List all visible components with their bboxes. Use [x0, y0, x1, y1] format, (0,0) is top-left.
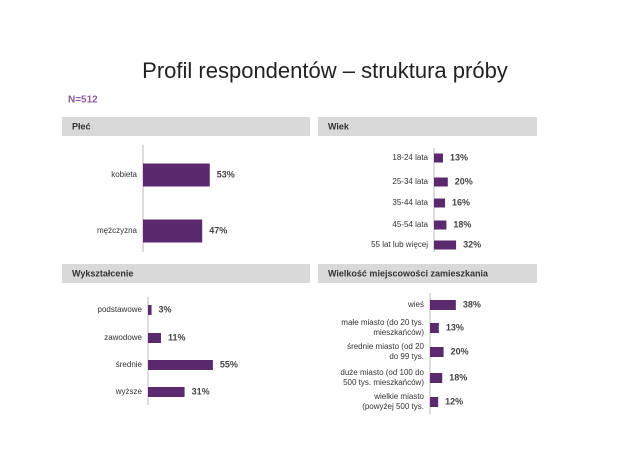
- category-label: 18-24 lata: [392, 153, 428, 162]
- bar: [148, 333, 161, 343]
- value-label: 32%: [463, 239, 481, 249]
- category-label: średnie miasto (od 20 do 99 tys.: [347, 342, 424, 361]
- value-label: 38%: [463, 299, 481, 309]
- value-label: 18%: [453, 219, 471, 229]
- value-label: 12%: [445, 396, 463, 406]
- value-label: 47%: [209, 225, 227, 235]
- category-label: 25-34 lata: [392, 177, 428, 186]
- value-label: 16%: [452, 197, 470, 207]
- category-label: wieś: [407, 300, 424, 309]
- category-label: małe miasto (do 20 tys. mieszkańców): [341, 318, 424, 337]
- sample-size: N=512: [68, 95, 98, 106]
- bar: [143, 163, 210, 187]
- panel-title: Wiek: [328, 121, 350, 131]
- bar: [434, 240, 457, 250]
- category-label: zawodowe: [104, 333, 142, 342]
- value-label: 3%: [159, 304, 172, 314]
- panel-header: [318, 117, 537, 136]
- bar: [148, 360, 213, 370]
- value-label: 20%: [451, 346, 469, 356]
- bar: [434, 153, 443, 163]
- bar: [430, 323, 439, 333]
- bar: [430, 373, 443, 383]
- bar: [148, 305, 152, 315]
- bar: [434, 177, 448, 187]
- bar: [143, 219, 203, 243]
- category-label: 55 lat lub więcej: [371, 240, 428, 249]
- value-label: 13%: [446, 322, 464, 332]
- bar: [434, 198, 446, 208]
- value-label: 18%: [449, 372, 467, 382]
- value-label: 55%: [220, 359, 238, 369]
- value-label: 13%: [450, 152, 468, 162]
- category-label: kobieta: [111, 170, 137, 179]
- panel-title: Wykształcenie: [72, 268, 133, 278]
- category-label: wielkie miasto (powyżej 500 tys.: [362, 392, 424, 411]
- bar: [434, 220, 447, 230]
- panel-header: [62, 264, 310, 283]
- panel-header: [62, 117, 310, 136]
- category-label: duże miasto (od 100 do 500 tys. mieszkańc…: [340, 368, 424, 387]
- value-label: 53%: [217, 169, 235, 179]
- category-label: 45-54 lata: [392, 220, 428, 229]
- bar: [430, 347, 444, 357]
- category-label: wyższe: [115, 387, 143, 396]
- bar: [148, 387, 185, 397]
- category-label: średnie: [116, 360, 143, 369]
- category-label: podstawowe: [98, 305, 143, 314]
- bar: [430, 300, 456, 310]
- category-label: 35-44 lata: [392, 198, 428, 207]
- panel-title: Płeć: [72, 121, 91, 131]
- value-label: 31%: [192, 386, 210, 396]
- panel-title: Wielkość miejscowości zamieszkania: [328, 268, 489, 278]
- category-label: mężczyzna: [97, 226, 138, 235]
- value-label: 11%: [168, 332, 186, 342]
- slide-title: Profil respondentów – struktura próby: [142, 58, 508, 83]
- panel-header: [318, 264, 537, 283]
- value-label: 20%: [455, 176, 473, 186]
- bar: [430, 397, 439, 407]
